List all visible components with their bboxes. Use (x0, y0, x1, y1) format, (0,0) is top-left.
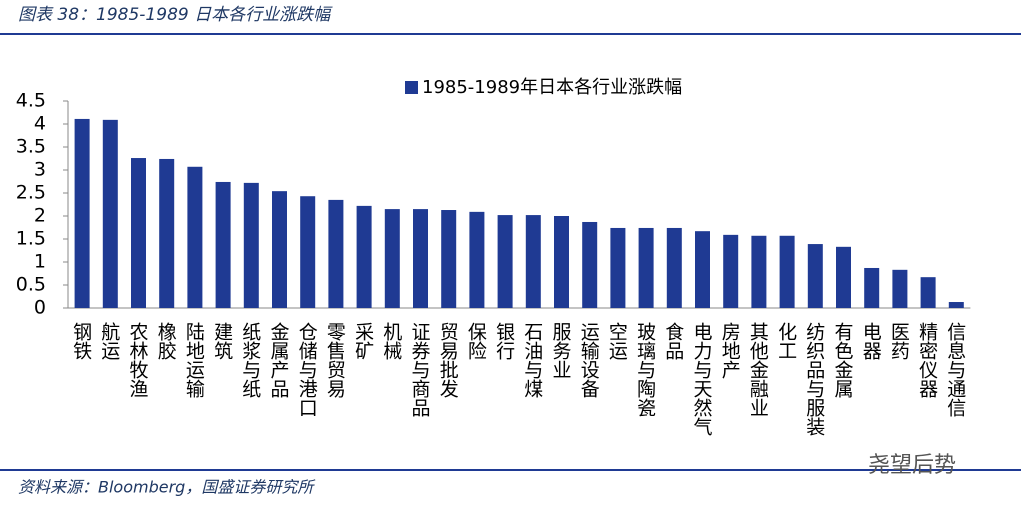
bar (779, 235, 795, 308)
x-tick-label: 其他金融业 (746, 322, 769, 417)
y-tick-label: 4 (34, 113, 46, 135)
chart-title: 图表 38：1985-1989 日本各行业涨跌幅 (18, 5, 333, 25)
y-tick-label: 2 (34, 205, 46, 227)
bar (413, 209, 428, 308)
x-tick-label: 纺织品与服装 (803, 322, 826, 436)
bar (666, 227, 682, 308)
x-tick-label: 仓储与港口 (295, 322, 318, 417)
x-tick-label: 机械 (380, 322, 403, 360)
x-tick-label: 航运 (98, 322, 121, 360)
x-tick-label: 服务业 (549, 322, 572, 379)
bar (525, 215, 541, 308)
bar (948, 302, 964, 308)
legend-swatch (405, 81, 418, 94)
x-tick-label: 建筑 (211, 322, 234, 360)
x-tick-label: 保险 (464, 322, 487, 360)
bar (807, 244, 823, 308)
x-tick-label: 金属产品 (267, 322, 290, 398)
bar (384, 209, 400, 308)
x-tick-label: 贸易批发 (436, 322, 459, 398)
x-tick-label: 银行 (493, 322, 516, 360)
bar (328, 199, 344, 308)
bar (441, 210, 457, 308)
y-tick-label: 2.5 (16, 182, 46, 204)
x-tick-label: 运输设备 (577, 322, 600, 398)
x-tick-label: 空运 (605, 322, 628, 360)
bar (892, 269, 908, 308)
y-tick-label: 3.5 (16, 136, 46, 158)
x-tick-label: 橡胶 (154, 322, 177, 360)
bar (610, 227, 626, 308)
bar (920, 277, 936, 308)
bar (159, 158, 175, 308)
y-tick-label: 3 (34, 159, 46, 181)
x-tick-label: 化工 (775, 322, 798, 360)
y-tick-label: 4.5 (16, 90, 46, 112)
bar (469, 211, 485, 308)
x-tick-label: 信息与通信 (944, 322, 967, 417)
x-tick-label: 陆地运输 (182, 322, 205, 398)
watermark: 尧望后势 (868, 453, 956, 478)
x-tick-label: 电器 (859, 322, 882, 360)
bar (497, 215, 513, 308)
x-tick-label: 钢铁 (70, 322, 93, 360)
x-tick-label: 医药 (887, 322, 910, 360)
x-tick-label: 石油与煤 (521, 322, 544, 398)
x-tick-label: 玻璃与陶瓷 (634, 322, 657, 417)
y-tick-label: 0 (34, 297, 46, 319)
bar (695, 231, 710, 308)
x-tick-label: 农林牧渔 (126, 322, 149, 398)
x-tick-label: 采矿 (352, 322, 375, 360)
bar (243, 182, 259, 308)
x-tick-label: 精密仪器 (916, 322, 939, 398)
source: 资料来源：Bloomberg，国盛证券研究所 (18, 478, 316, 497)
bar (272, 191, 287, 308)
x-tick-label: 食品 (662, 322, 685, 360)
bar (131, 158, 146, 308)
bar (74, 118, 90, 308)
bar (723, 234, 739, 308)
bar (582, 221, 598, 308)
x-tick-label: 证券与商品 (408, 322, 431, 417)
bar (215, 181, 231, 308)
x-tick-label: 有色金属 (831, 322, 854, 398)
x-tick-label: 零售贸易 (323, 322, 346, 398)
legend-label: 1985-1989年日本各行业涨跌幅 (422, 77, 682, 98)
bar (356, 205, 372, 308)
y-tick-label: 1.5 (16, 228, 46, 250)
bar (836, 246, 851, 308)
bar (300, 196, 316, 308)
x-tick-label: 电力与天然气 (690, 322, 713, 436)
bar (102, 119, 118, 308)
x-tick-label: 房地产 (718, 322, 741, 379)
bar (554, 216, 569, 308)
y-tick-label: 1 (34, 251, 46, 273)
x-tick-label: 纸浆与纸 (239, 322, 262, 398)
bar (187, 166, 203, 308)
y-tick-label: 0.5 (16, 274, 46, 296)
bar (864, 267, 880, 308)
bar (751, 235, 767, 308)
bar (638, 227, 654, 308)
